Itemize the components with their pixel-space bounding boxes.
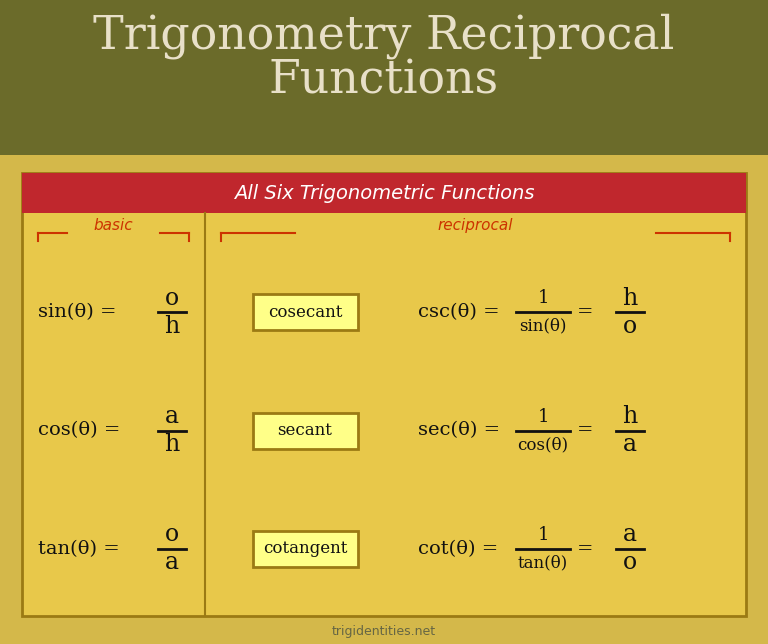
Text: reciprocal: reciprocal — [438, 218, 513, 233]
Text: 1: 1 — [538, 408, 549, 426]
Text: tan(θ) =: tan(θ) = — [38, 540, 120, 558]
Text: o: o — [623, 551, 637, 574]
Text: o: o — [165, 524, 179, 546]
FancyBboxPatch shape — [253, 413, 357, 448]
Text: h: h — [164, 433, 180, 456]
Bar — [22, 173, 746, 616]
Text: tan(θ): tan(θ) — [518, 554, 568, 571]
Text: 1: 1 — [538, 526, 549, 544]
Text: cot(θ) =: cot(θ) = — [418, 540, 498, 558]
Text: h: h — [622, 287, 637, 310]
Text: =: = — [577, 422, 593, 439]
Text: a: a — [165, 405, 179, 428]
Text: a: a — [165, 551, 179, 574]
Text: trigidentities.net: trigidentities.net — [332, 625, 436, 638]
Text: sin(θ) =: sin(θ) = — [38, 303, 117, 321]
Text: a: a — [623, 524, 637, 546]
Text: 1: 1 — [538, 289, 549, 307]
Text: h: h — [622, 405, 637, 428]
Bar — [0, 0, 768, 155]
Text: =: = — [577, 303, 593, 321]
Text: o: o — [165, 287, 179, 310]
Bar — [0, 155, 768, 644]
FancyBboxPatch shape — [253, 294, 357, 330]
Text: sin(θ): sin(θ) — [519, 317, 567, 335]
Text: secant: secant — [277, 422, 333, 439]
Text: basic: basic — [94, 218, 134, 233]
Text: o: o — [623, 315, 637, 337]
Text: cos(θ) =: cos(θ) = — [38, 422, 121, 439]
Text: a: a — [623, 433, 637, 456]
Text: sec(θ) =: sec(θ) = — [418, 422, 500, 439]
Text: h: h — [164, 315, 180, 337]
Text: cosecant: cosecant — [268, 304, 343, 321]
Text: Trigonometry Reciprocal: Trigonometry Reciprocal — [94, 13, 674, 59]
Text: csc(θ) =: csc(θ) = — [418, 303, 500, 321]
Text: cos(θ): cos(θ) — [518, 436, 568, 453]
Text: Functions: Functions — [269, 59, 499, 104]
Text: =: = — [577, 540, 593, 558]
Text: All Six Trigonometric Functions: All Six Trigonometric Functions — [233, 184, 535, 202]
FancyBboxPatch shape — [253, 531, 357, 567]
Bar — [22, 173, 746, 213]
Text: cotangent: cotangent — [263, 540, 347, 557]
